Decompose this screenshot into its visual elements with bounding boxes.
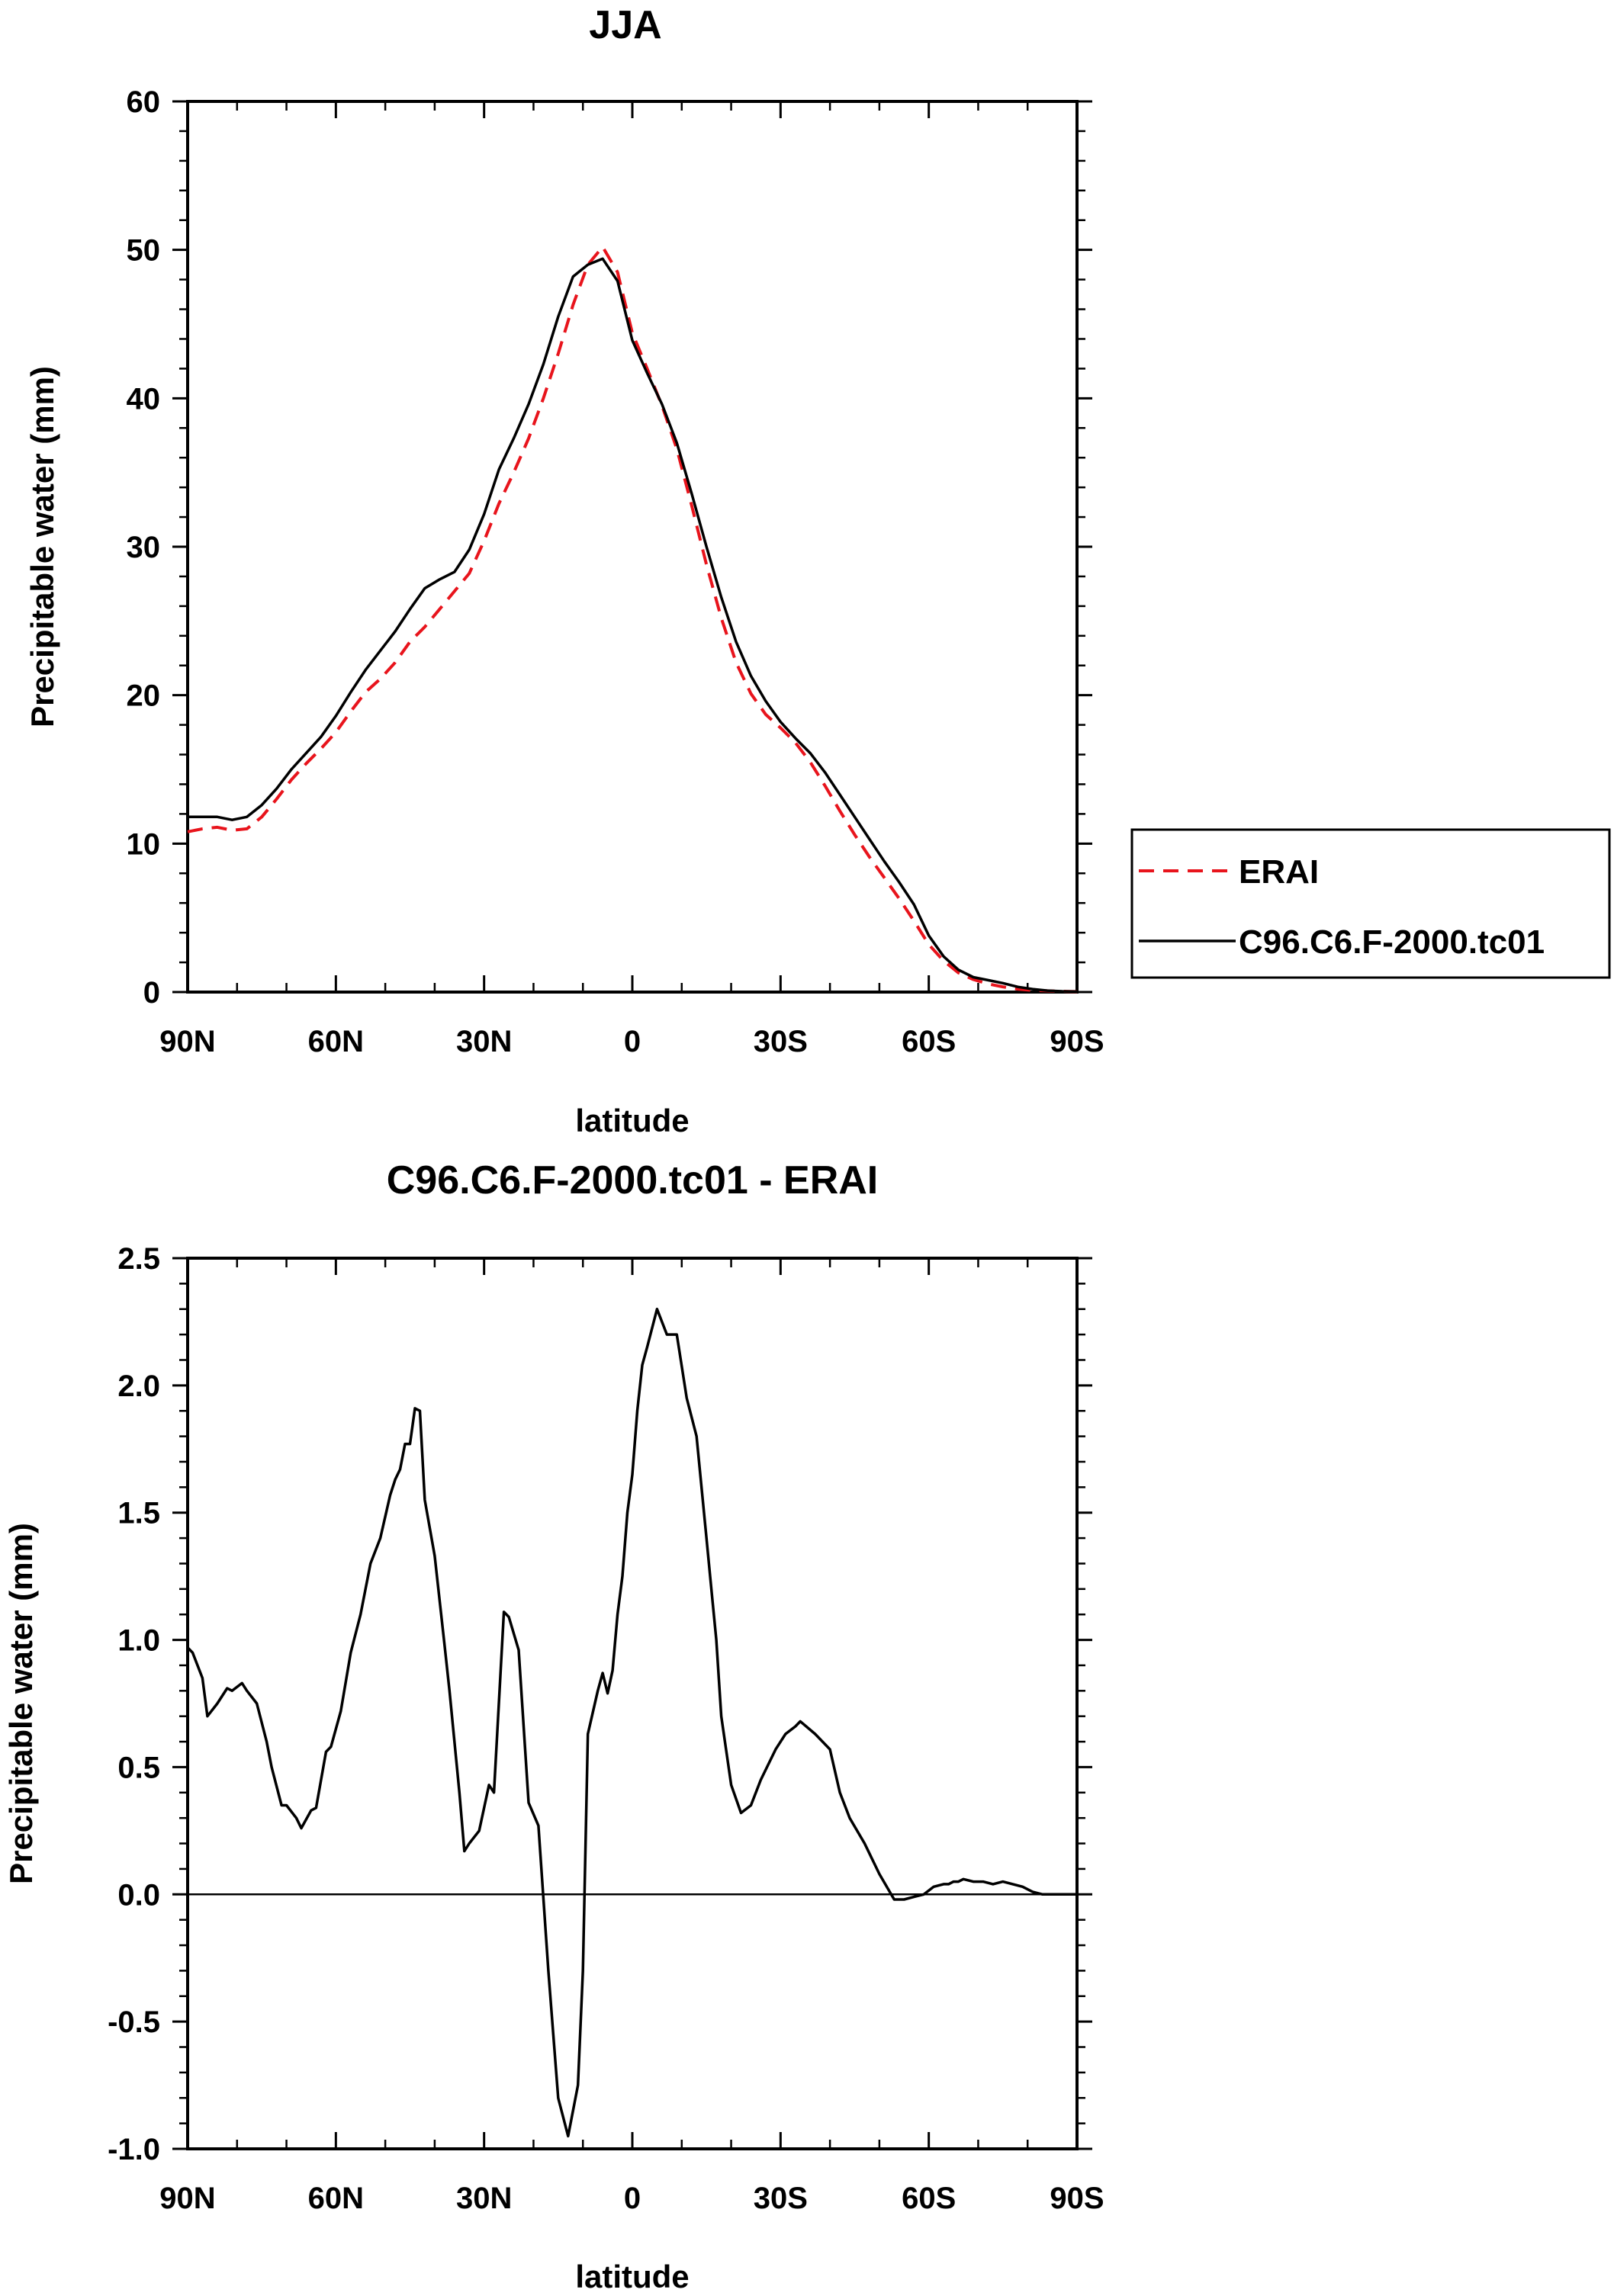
legend-label-erai: ERAI [1239,853,1319,891]
x-tick-label: 90N [159,1025,215,1058]
y-tick-label: 2.0 [117,1370,160,1403]
legend-box [1130,828,1611,979]
series-line-c96-c6-f-2000-tc01 [188,257,1078,994]
x-tick-label: 30N [456,2182,512,2215]
y-tick-label: 60 [127,85,161,119]
y-tick-label: 10 [127,827,161,861]
y-tick-label: -0.5 [108,2005,160,2039]
y-tick-label: 20 [127,679,161,713]
x-tick-label: 90N [159,2182,215,2215]
y-tick-label: 2.5 [117,1242,160,1276]
x-tick-label: 30S [754,1025,808,1058]
x-tick-label: 0 [624,1025,641,1058]
y-tick-label: 30 [127,531,161,564]
x-tick-label: 90S [1050,1025,1104,1058]
chart-title: C96.C6.F-2000.tc01 - ERAI [387,1158,879,1203]
x-tick-label: 30S [754,2182,808,2215]
series-line-difference [186,1307,1077,2138]
x-tick-label: 60N [308,2182,364,2215]
axis-ticks: 90N 60N 30N 0 30S 60S 90S -1.0 -0.5 0.0 0.5 1.0 1.5 2… [108,1242,1104,2215]
x-tick-label: 0 [624,2182,641,2215]
axis-ticks: 90N 60N 30N 0 30S 60S 90S 0 10 20 30 40 50 60 [127,85,1104,1058]
x-tick-label: 60N [308,1025,364,1058]
y-tick-label: 1.0 [117,1624,160,1658]
plot-area [187,245,1078,994]
chart-title: JJA [589,3,661,47]
top-panel: JJA 90N 60N 30N 0 30S 60S 90S 0 10 20 30 40 50 60 lat… [24,3,1611,1138]
plot-frame [186,1257,1079,2150]
x-tick-label: 60S [902,1025,956,1058]
legend-label-model: C96.C6.F-2000.tc01 [1239,923,1545,961]
x-tick-label: 90S [1050,2182,1104,2215]
y-tick-label: 0 [143,976,160,1010]
y-tick-label: 1.5 [117,1497,160,1530]
plot-area [186,1307,1077,2138]
series-line-erai [187,245,1078,994]
bottom-panel: C96.C6.F-2000.tc01 - ERAI 90N 60N 30N 0 30S 6… [3,1158,1104,2294]
y-tick-label: -1.0 [108,2133,160,2166]
x-axis-label: latitude [575,2259,689,2294]
legend: ERAI C96.C6.F-2000.tc01 [1130,828,1611,979]
x-tick-label: 30N [456,1025,512,1058]
x-axis-label: latitude [575,1103,689,1138]
plot-frame [186,100,1079,994]
x-tick-label: 60S [902,2182,956,2215]
y-tick-label: 0.0 [117,1878,160,1912]
y-axis-label: Precipitable water (mm) [24,366,60,727]
y-tick-label: 40 [127,382,161,416]
y-axis-label: Precipitable water (mm) [3,1523,39,1884]
y-tick-label: 50 [127,234,161,268]
y-tick-label: 0.5 [117,1751,160,1784]
